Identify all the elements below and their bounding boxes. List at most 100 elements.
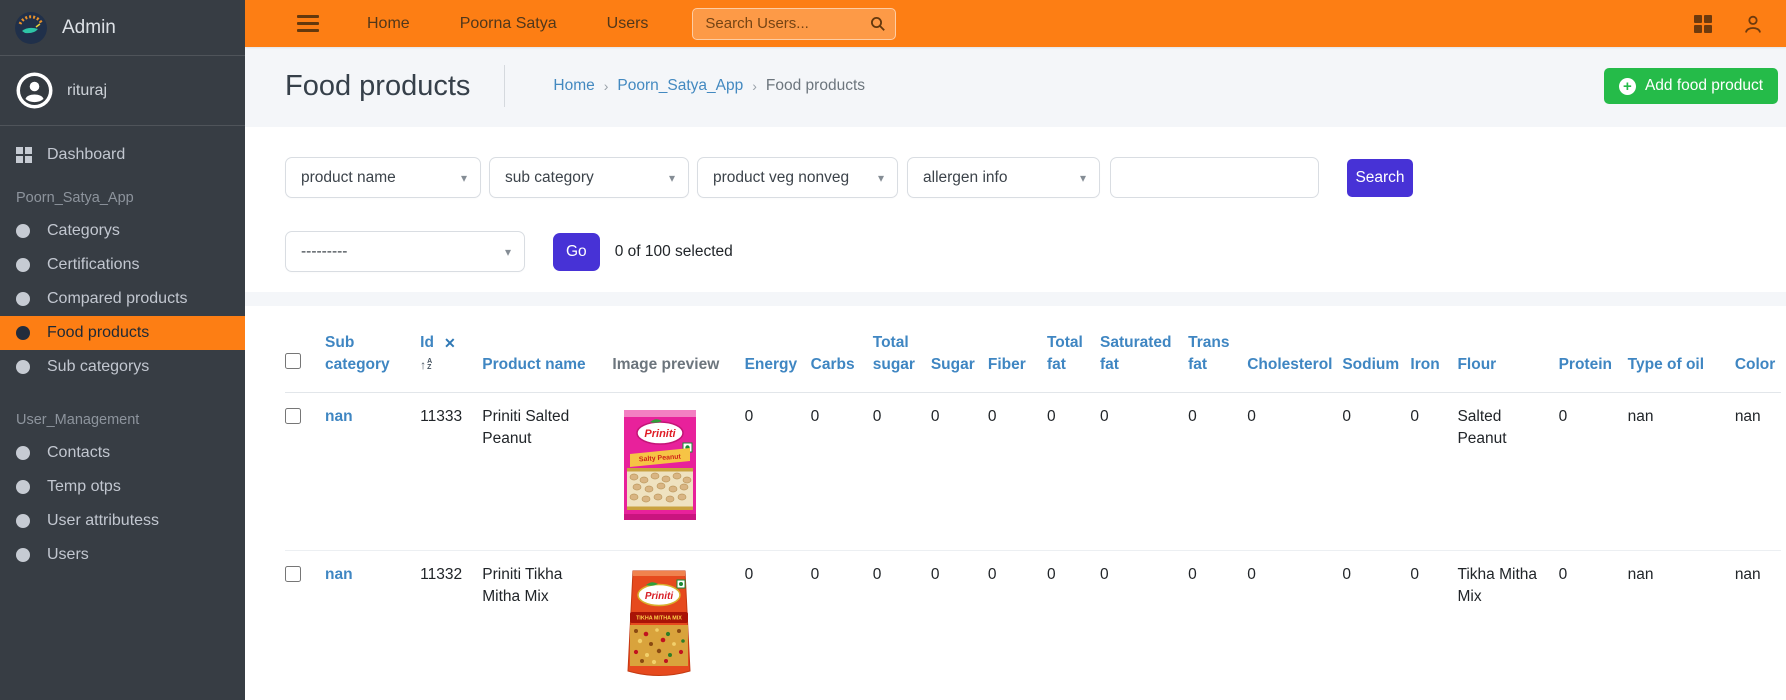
row-select-cell (285, 550, 325, 700)
header-id: Id ✕ ↑ A Z (420, 306, 483, 393)
sidebar-item-user-attributess[interactable]: User attributess (0, 504, 245, 538)
header-image-preview: Image preview (612, 306, 745, 393)
circle-icon (16, 514, 30, 528)
filters-card: product name ▾ sub category ▾ product ve… (245, 127, 1786, 292)
navbar-right (1694, 13, 1772, 35)
cell-sodium: 0 (1342, 407, 1351, 425)
user-avatar-icon (16, 72, 53, 109)
cell-product-name: Priniti Salted Peanut (482, 407, 570, 448)
header-sub-category: Sub category (325, 306, 421, 393)
sidebar-item-compared-products[interactable]: Compared products (0, 282, 245, 316)
sort-saturated-fat[interactable]: Saturated fat (1100, 334, 1172, 374)
header-iron: Iron (1410, 306, 1458, 393)
section-label-app: Poorn_Satya_App (16, 190, 134, 206)
table-header-row: Sub category Id ✕ ↑ A Z Product name (285, 306, 1781, 393)
sort-carbs[interactable]: Carbs (810, 356, 855, 374)
sort-sugar[interactable]: Sugar (930, 356, 975, 374)
navbar-search (692, 7, 897, 40)
cell-saturated-fat: 0 (1100, 565, 1109, 583)
sort-id[interactable]: Id (420, 334, 434, 351)
sort-sodium[interactable]: Sodium (1342, 356, 1400, 374)
sidebar-item-label: Dashboard (47, 146, 126, 163)
sidebar-item-sub-categorys[interactable]: Sub categorys (0, 350, 245, 384)
sort-fiber[interactable]: Fiber (987, 356, 1026, 374)
sub-category-link[interactable]: nan (325, 565, 353, 583)
sort-protein[interactable]: Protein (1558, 356, 1612, 374)
header-trans-fat: Trans fat (1188, 306, 1248, 393)
apps-grid-icon[interactable] (1694, 14, 1712, 33)
brand-header[interactable]: Admin (0, 0, 245, 56)
go-button[interactable]: Go (553, 232, 600, 271)
svg-text:Salty Peanut: Salty Peanut (639, 453, 682, 463)
sidebar-item-categorys[interactable]: Categorys (0, 214, 245, 248)
content-header: Food products Home › Poorn_Satya_App › F… (245, 47, 1786, 107)
action-select[interactable]: --------- ▾ (285, 231, 525, 272)
sort-color[interactable]: Color (1734, 356, 1776, 374)
filter-dropdown-allergen-info[interactable]: allergen info ▾ (907, 157, 1100, 198)
table-row: nan 11332 Priniti Tikha Mitha Mix Prinit… (285, 550, 1781, 700)
dropdown-value: product veg nonveg (713, 168, 850, 186)
action-row: --------- ▾ Go 0 of 100 selected (285, 231, 1746, 272)
sidebar-item-users[interactable]: Users (0, 538, 245, 572)
navbar-links: Home Poorna Satya Users (367, 15, 648, 33)
sort-iron[interactable]: Iron (1410, 356, 1440, 374)
svg-text:Priniti: Priniti (645, 428, 677, 440)
sort-flour[interactable]: Flour (1457, 356, 1497, 374)
page-title: Food products (285, 69, 471, 102)
sidebar-item-certifications[interactable]: Certifications (0, 248, 245, 282)
user-panel[interactable]: rituraj (0, 56, 245, 126)
sidebar-nav: Dashboard Poorn_Satya_App Categorys Cert… (0, 126, 245, 572)
add-food-product-button[interactable]: + Add food product (1603, 68, 1778, 104)
sidebar-item-dashboard[interactable]: Dashboard (0, 138, 245, 172)
cell-type-of-oil: nan (1627, 407, 1654, 425)
sort-type-of-oil[interactable]: Type of oil (1627, 356, 1705, 374)
product-image-tikha-mitha-mix[interactable]: Priniti TIKHA MITHA MIX (620, 568, 698, 680)
row-checkbox[interactable] (285, 565, 301, 582)
sort-alpha-icon[interactable]: ↑ A Z (420, 357, 433, 373)
sidebar-item-contacts[interactable]: Contacts (0, 436, 245, 470)
cell-color: nan (1734, 407, 1761, 425)
row-checkbox[interactable] (285, 407, 301, 424)
circle-icon (16, 360, 30, 374)
hamburger-menu-icon[interactable] (297, 15, 319, 32)
filter-search-button[interactable]: Search (1347, 158, 1413, 197)
sidebar-item-label: Users (47, 546, 89, 563)
content: Food products Home › Poorn_Satya_App › F… (245, 47, 1786, 700)
sort-sub-category[interactable]: Sub category (325, 334, 390, 374)
breadcrumb-app[interactable]: Poorn_Satya_App (617, 77, 744, 94)
action-select-value: --------- (301, 242, 348, 260)
remove-sort-icon[interactable]: ✕ (443, 335, 456, 352)
product-image-salted-peanut[interactable]: Priniti Salty Peanut (620, 409, 700, 520)
sort-trans-fat[interactable]: Trans fat (1188, 334, 1230, 374)
filter-search-input[interactable] (1110, 157, 1319, 198)
sort-total-sugar[interactable]: Total sugar (872, 334, 915, 374)
header-protein: Protein (1558, 306, 1628, 393)
circle-icon (16, 224, 30, 238)
filter-dropdown-product-name[interactable]: product name ▾ (285, 157, 481, 198)
sort-total-fat[interactable]: Total fat (1046, 334, 1083, 374)
navbar-link-home[interactable]: Home (367, 14, 410, 32)
navbar-search-button[interactable] (861, 9, 895, 39)
cell-iron: 0 (1410, 407, 1420, 425)
sort-cholesterol[interactable]: Cholesterol (1247, 356, 1333, 374)
cell-fiber: 0 (987, 565, 997, 583)
sort-product-name[interactable]: Product name (482, 356, 586, 374)
sub-category-link[interactable]: nan (325, 407, 353, 425)
user-menu-icon[interactable] (1742, 13, 1764, 35)
sidebar-item-temp-otps[interactable]: Temp otps (0, 470, 245, 504)
navbar-search-input[interactable] (693, 8, 862, 39)
dropdown-value: sub category (505, 168, 594, 186)
navbar-link-poorna-satya[interactable]: Poorna Satya (459, 14, 557, 32)
navbar-link-users[interactable]: Users (606, 14, 649, 32)
breadcrumb-separator: › (752, 78, 757, 94)
sidebar-item-label: Food products (47, 324, 150, 341)
filter-dropdown-sub-category[interactable]: sub category ▾ (489, 157, 689, 198)
sidebar-item-food-products[interactable]: Food products (0, 316, 245, 350)
breadcrumb-home[interactable]: Home (553, 77, 595, 94)
cell-image-preview: Priniti TIKHA MITHA MIX (612, 550, 744, 700)
filter-dropdown-veg-nonveg[interactable]: product veg nonveg ▾ (697, 157, 898, 198)
cell-sub-category: nan (325, 392, 420, 550)
header-cholesterol: Cholesterol (1247, 306, 1343, 393)
select-all-checkbox[interactable] (285, 353, 301, 370)
sort-energy[interactable]: Energy (744, 356, 798, 374)
